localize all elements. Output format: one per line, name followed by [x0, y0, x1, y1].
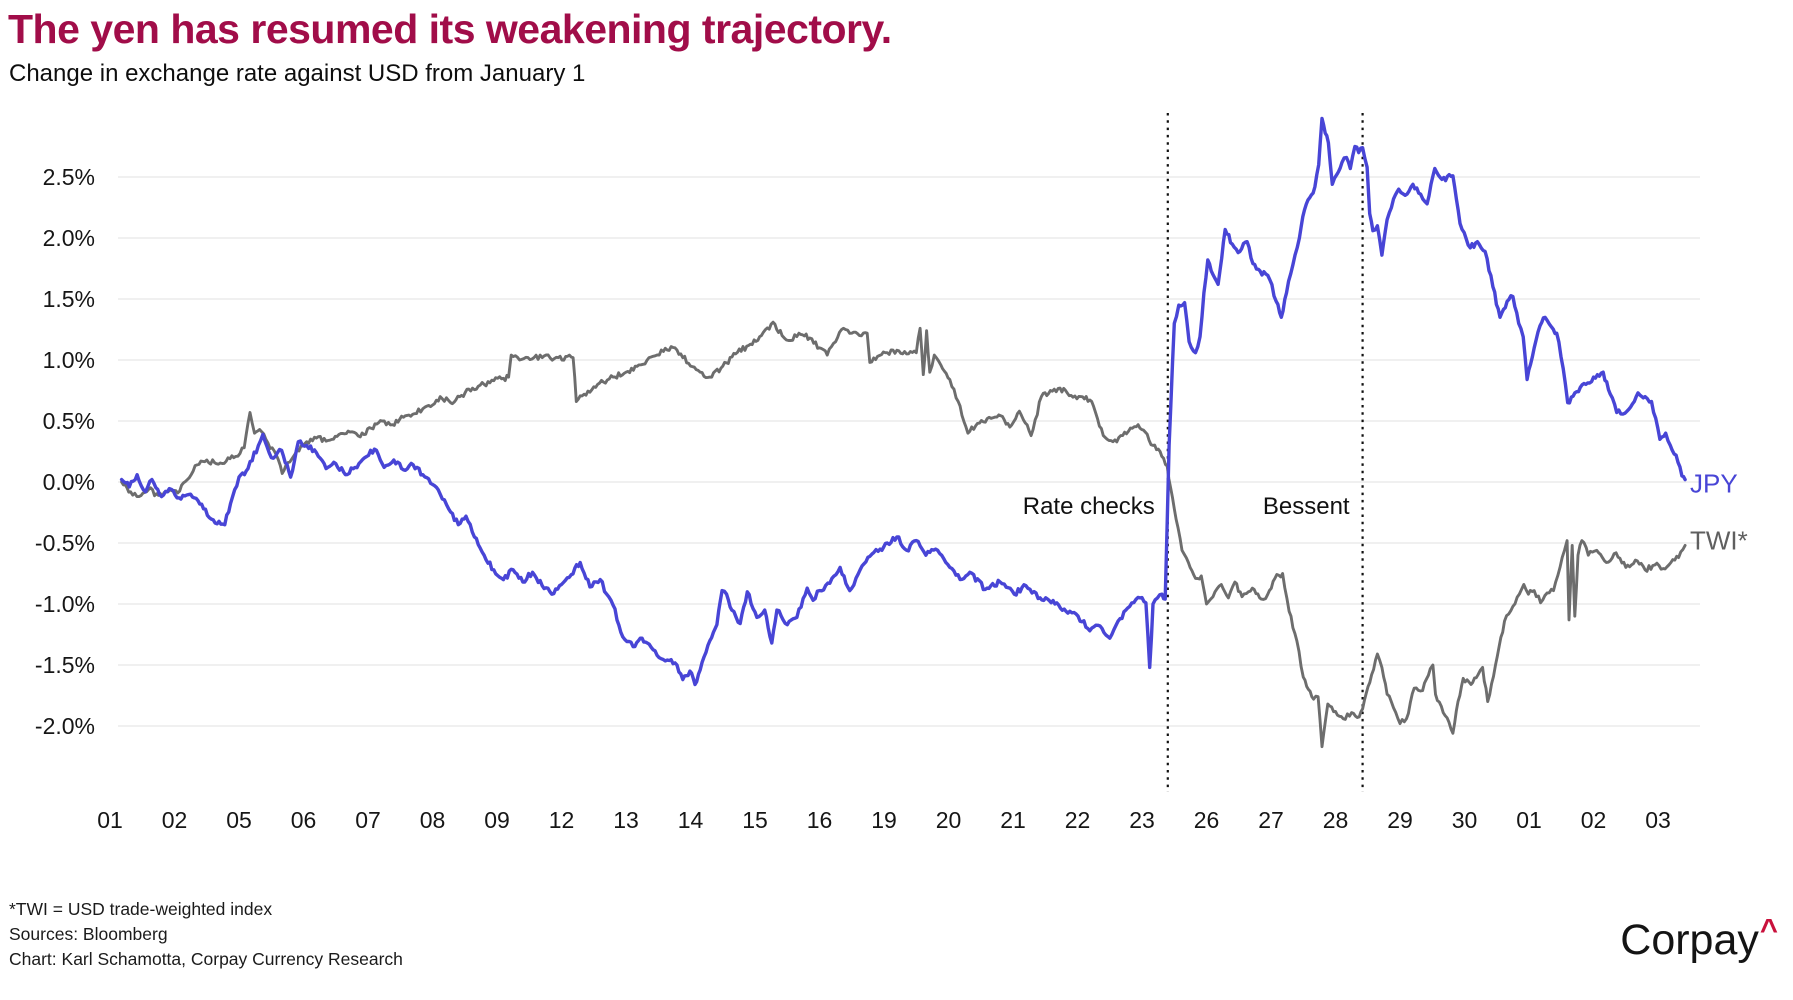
y-tick-label: 2.0%: [43, 225, 95, 251]
x-tick-label: 13: [613, 807, 639, 833]
x-tick-label: 22: [1065, 807, 1091, 833]
x-tick-label: 01: [1516, 807, 1542, 833]
page-subtitle: Change in exchange rate against USD from…: [9, 60, 586, 87]
x-tick-label: 21: [1000, 807, 1026, 833]
y-tick-label: -1.5%: [35, 652, 95, 678]
twi-series-line: [120, 320, 1687, 749]
x-tick-label: 02: [1581, 807, 1607, 833]
x-tick-label: 26: [1194, 807, 1220, 833]
y-tick-label: -1.0%: [35, 591, 95, 617]
x-tick-label: 23: [1129, 807, 1155, 833]
y-tick-label: 2.5%: [43, 164, 95, 190]
x-tick-label: 14: [678, 807, 704, 833]
y-tick-label: 1.0%: [43, 347, 95, 373]
y-tick-label: -0.5%: [35, 530, 95, 556]
x-tick-label: 07: [355, 807, 381, 833]
x-tick-label: 16: [807, 807, 833, 833]
x-tick-label: 29: [1387, 807, 1413, 833]
x-tick-label: 09: [484, 807, 510, 833]
twi-series-label: TWI*: [1690, 525, 1748, 555]
annotation-label: Rate checks: [1023, 493, 1155, 520]
jpy-series-label: JPY: [1690, 469, 1738, 499]
y-tick-label: -2.0%: [35, 713, 95, 739]
x-tick-label: 06: [291, 807, 317, 833]
footnote-credit: Chart: Karl Schamotta, Corpay Currency R…: [9, 948, 403, 969]
corpay-caret-icon: ^: [1759, 912, 1778, 947]
x-tick-label: 30: [1452, 807, 1478, 833]
jpy-series-line: [119, 116, 1687, 687]
x-tick-label: 27: [1258, 807, 1284, 833]
x-tick-label: 03: [1645, 807, 1671, 833]
footnote-twi: *TWI = USD trade-weighted index: [9, 899, 273, 919]
footnote-sources: Sources: Bloomberg: [9, 923, 168, 944]
x-tick-label: 08: [420, 807, 446, 833]
page-title: The yen has resumed its weakening trajec…: [8, 6, 892, 52]
y-tick-label: 0.0%: [43, 469, 95, 495]
x-tick-label: 01: [97, 807, 123, 833]
y-tick-label: 1.5%: [43, 286, 95, 312]
x-tick-label: 05: [226, 807, 252, 833]
corpay-logo: Corpay^: [1620, 912, 1778, 965]
x-tick-label: 28: [1323, 807, 1349, 833]
annotation-label: Bessent: [1263, 493, 1350, 520]
x-tick-label: 02: [162, 807, 188, 833]
x-tick-label: 12: [549, 807, 575, 833]
x-tick-label: 15: [742, 807, 768, 833]
x-tick-label: 19: [871, 807, 897, 833]
y-tick-label: 0.5%: [43, 408, 95, 434]
footer: *TWI = USD trade-weighted index Sources:…: [9, 897, 403, 972]
x-tick-label: 20: [936, 807, 962, 833]
corpay-logo-text: Corpay: [1620, 916, 1759, 964]
